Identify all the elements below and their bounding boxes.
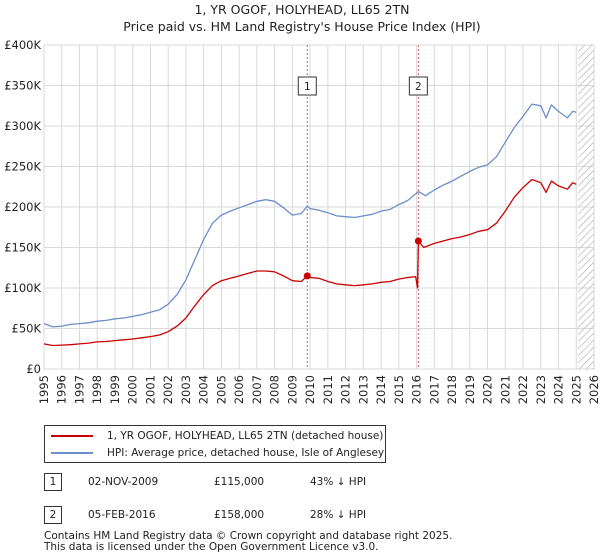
x-tick-label: 2005 [214,375,228,404]
y-tick-label: £250K [4,160,41,174]
y-tick-label: £400K [4,38,41,52]
x-tick-label: 2013 [356,375,370,404]
x-tick-label: 2026 [587,375,600,404]
legend-label-hpi: HPI: Average price, detached house, Isle… [107,447,385,459]
transaction-label: 1 [304,81,311,93]
transaction-label-box: 1 [297,76,317,96]
x-tick-label: 2023 [534,375,548,404]
x-tick-label: 2000 [126,375,140,404]
y-tick-label: £100K [4,281,41,295]
chart-title: 1, YR OGOF, HOLYHEAD, LL65 2TN [194,2,409,17]
x-tick-label: 2011 [321,375,335,404]
x-tick-label: 1997 [72,375,86,404]
transaction-row: 1 02-NOV-2009 £115,000 43% ↓ HPI [44,473,464,491]
x-tick-label: 2007 [250,375,264,404]
transaction-label-frame [297,76,317,96]
y-tick-label: £350K [4,79,41,93]
transaction-point [414,237,422,245]
y-tick-label: £0 [26,362,41,376]
x-axis-ticks: 1995 1996 1997 1998 1999 2000 2001 2002 2003 2004… [37,375,600,404]
y-tick-label: £150K [4,241,41,255]
x-tick-label: 2024 [552,375,566,404]
grid [43,44,595,370]
x-tick-label: 1999 [108,375,122,404]
x-tick-label: 2002 [161,375,175,404]
series [43,103,577,347]
footer: Contains HM Land Registry data © Crown c… [44,531,452,553]
x-tick-label: 1995 [37,375,51,404]
x-tick-label: 2021 [498,375,512,404]
footer-licence: This data is licensed under the Open Gov… [44,541,379,553]
transaction-price: £115,000 [214,476,265,488]
x-tick-label: 2015 [392,375,406,404]
transaction-date: 02-NOV-2009 [88,476,159,488]
transaction-markers [303,237,422,280]
transaction-price: £158,000 [214,509,265,521]
x-tick-label: 2003 [179,375,193,404]
transaction-hpi: 28% ↓ HPI [310,509,367,521]
x-tick-label: 2018 [445,375,459,404]
legend: 1, YR OGOF, HOLYHEAD, LL65 2TN (detached… [44,425,386,463]
x-tick-label: 2001 [143,375,157,404]
x-tick-label: 2017 [427,375,441,404]
forecast-hatch [578,45,594,369]
x-tick-label: 1998 [90,375,104,404]
x-tick-label: 2006 [232,375,246,404]
property-series-line [43,178,577,347]
transaction-number: 2 [44,506,62,524]
x-tick-label: 2025 [569,375,583,404]
x-tick-label: 2012 [339,375,353,404]
x-tick-label: 1996 [55,375,69,404]
footer-copyright: Contains HM Land Registry data © Crown c… [44,530,453,542]
x-tick-label: 2016 [410,375,424,404]
y-tick-label: £50K [12,322,42,336]
y-tick-label: £300K [4,119,41,133]
y-tick-label: £200K [4,200,41,214]
x-tick-label: 2008 [268,375,282,404]
legend-item-property: 1, YR OGOF, HOLYHEAD, LL65 2TN (detached… [51,428,383,444]
legend-label-property: 1, YR OGOF, HOLYHEAD, LL65 2TN (detached… [107,430,384,442]
transaction-hpi: 43% ↓ HPI [310,476,367,488]
transaction-point [303,272,311,280]
hpi-series-line [43,103,577,328]
transaction-label: 2 [415,81,422,93]
x-tick-label: 2019 [463,375,477,404]
legend-swatch-blue [51,452,93,454]
price-chart: 1, YR OGOF, HOLYHEAD, LL65 2TN Price pai… [4,2,600,404]
x-tick-label: 2022 [516,375,530,404]
transaction-date: 05-FEB-2016 [88,509,156,521]
legend-swatch-red [51,435,93,437]
x-tick-label: 2020 [481,375,495,404]
y-axis-ticks: £0 £50K £100K £150K £200K £250K £300K £350K £400… [4,38,41,376]
transaction-row: 2 05-FEB-2016 £158,000 28% ↓ HPI [44,506,464,524]
x-tick-label: 2010 [303,375,317,404]
transaction-number: 1 [44,473,62,491]
x-tick-label: 2014 [374,375,388,404]
transaction-label-box: 2 [408,76,428,96]
transaction-label-frame [408,76,428,96]
x-tick-label: 2004 [197,375,211,404]
x-tick-label: 2009 [285,375,299,404]
legend-item-hpi: HPI: Average price, detached house, Isle… [51,445,384,461]
chart-subtitle: Price paid vs. HM Land Registry's House … [123,19,480,34]
